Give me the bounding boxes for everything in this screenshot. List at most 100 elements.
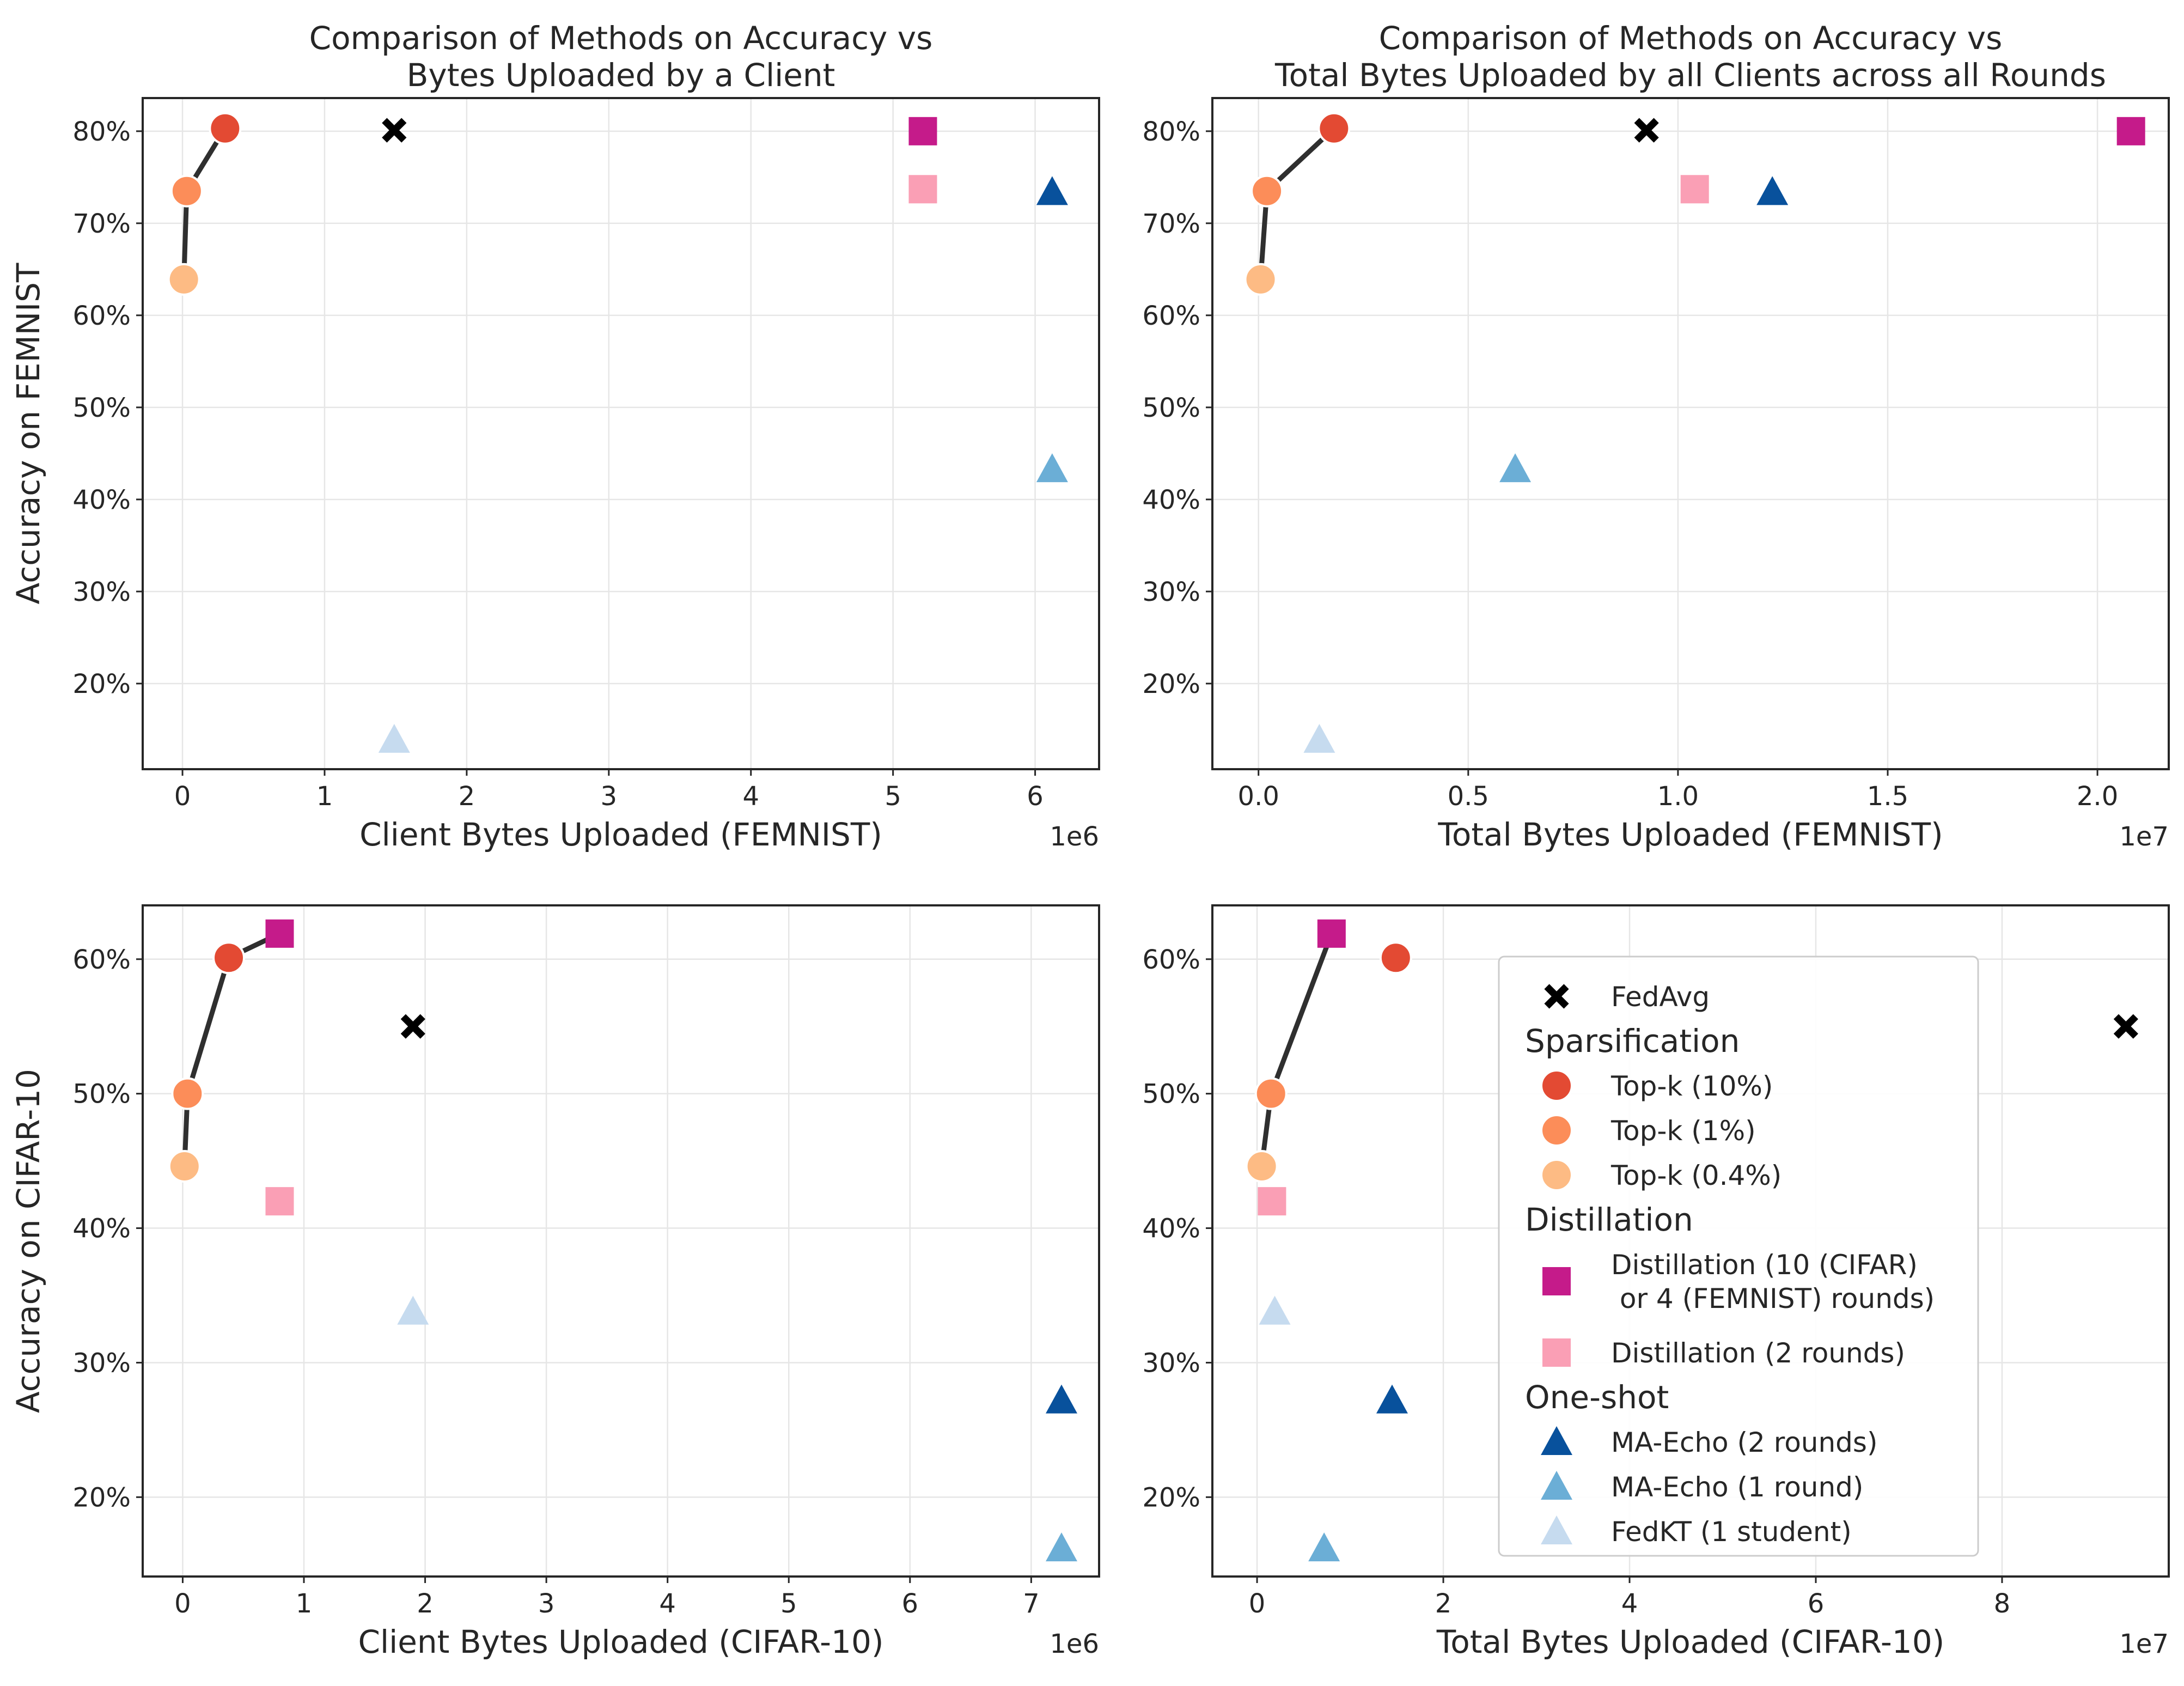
y-tick-label: 60% <box>1142 945 1200 975</box>
x-offset-label: 1e7 <box>2119 821 2169 852</box>
point-top-k-0-4 <box>1244 263 1277 296</box>
y-tick-label: 70% <box>1142 209 1200 239</box>
legend-group-title: Sparsification <box>1525 1022 1740 1060</box>
x-tick-label: 6 <box>902 1588 919 1619</box>
legend-marker-ma-echo-2-rounds <box>1541 1426 1572 1455</box>
point-top-k-1 <box>1250 174 1284 208</box>
x-tick-label: 0 <box>174 1588 191 1619</box>
point-top-k-0-4 <box>1245 1149 1278 1183</box>
point-ma-echo-1-round <box>1308 1532 1340 1562</box>
point-ma-echo-2-rounds <box>1036 176 1068 205</box>
x-tick-label: 4 <box>659 1588 676 1619</box>
point-fedkt-1-student <box>1259 1295 1291 1325</box>
legend-marker-ma-echo-1-round <box>1541 1471 1572 1500</box>
x-tick-label: 2.0 <box>2077 781 2118 812</box>
x-tick-label: 2 <box>417 1588 434 1619</box>
y-tick-label: 20% <box>1142 669 1200 699</box>
x-tick-label: 3 <box>601 781 618 812</box>
x-tick-label: 4 <box>742 781 759 812</box>
point-fedavg <box>400 1014 425 1039</box>
x-tick-label: 5 <box>884 781 901 812</box>
panel-3: 0 1 2 3 4 5 6 7 20% 30% 40% 50% 60% 1e6 Client Bytes U… <box>10 904 1100 1660</box>
point-fedkt-1-student <box>397 1295 429 1325</box>
x-tick-label: 5 <box>780 1588 797 1619</box>
y-tick-label: 50% <box>72 1079 131 1110</box>
point-distillation-2-rounds <box>1258 1187 1286 1216</box>
pareto-frontier-line <box>1259 933 1334 1167</box>
x-tick-label: 2 <box>1435 1588 1452 1619</box>
point-fedavg <box>382 118 407 143</box>
legend: FedAvg Sparsification Top-k (10%) Top-k (1%… <box>1498 955 1979 1557</box>
legend-marker-top-k-1 <box>1540 1114 1573 1147</box>
x-tick-label: 1.5 <box>1867 781 1908 812</box>
point-ma-echo-1-round <box>1046 1532 1078 1562</box>
axes-frame <box>142 97 1100 770</box>
point-fedkt-1-student <box>378 723 410 753</box>
legend-label-top-k-1: Top-k (1%) <box>1610 1115 1756 1147</box>
point-distillation-2-rounds <box>908 175 937 204</box>
panel-2: 0.0 0.5 1.0 1.5 2.0 20% 30% 40% 50% 60% 70% 80% 1e7 T… <box>1142 20 2170 853</box>
y-tick-label: 30% <box>72 577 131 607</box>
y-axis-label: Accuracy on FEMNIST <box>10 263 47 604</box>
point-distillation-2-rounds <box>1680 175 1709 204</box>
point-top-k-10 <box>212 941 246 975</box>
axes-frame <box>1211 97 2170 770</box>
axes-frame <box>142 904 1100 1578</box>
legend-label-distillation-2-rounds: Distillation (2 rounds) <box>1611 1337 1905 1369</box>
point-distillation-10-cifar-or-4-femnist-rounds <box>1317 919 1346 948</box>
point-top-k-10 <box>209 112 242 145</box>
point-ma-echo-2-rounds <box>1756 176 1789 205</box>
legend-marker-top-k-0-4 <box>1540 1159 1573 1191</box>
x-tick-label: 4 <box>1621 1588 1638 1619</box>
x-tick-label: 7 <box>1023 1588 1040 1619</box>
panel-4: 0 2 4 6 8 20% 30% 40% 50% 60% 1e7 Total Bytes Uploa… <box>1142 904 2170 1660</box>
x-tick-label: 8 <box>1994 1588 2011 1619</box>
y-tick-label: 60% <box>72 301 131 331</box>
x-tick-label: 1 <box>316 781 333 812</box>
legend-label-ma-echo-1-round: MA-Echo (1 round) <box>1611 1471 1863 1503</box>
point-distillation-10-cifar-or-4-femnist-rounds <box>2116 117 2145 145</box>
x-tick-label: 2 <box>459 781 475 812</box>
legend-marker-distillation-10-cifar-or-4-femnist-rounds <box>1542 1267 1571 1295</box>
legend-marker-fedkt-1-student <box>1541 1515 1572 1544</box>
point-distillation-10-cifar-or-4-femnist-rounds <box>265 919 294 948</box>
x-tick-label: 6 <box>1027 781 1044 812</box>
x-tick-label: 3 <box>538 1588 555 1619</box>
legend-marker-distillation-2-rounds <box>1542 1338 1571 1367</box>
x-axis-label: Total Bytes Uploaded (FEMNIST) <box>1437 816 1943 853</box>
y-tick-label: 30% <box>1142 1348 1200 1378</box>
legend-group-title: Distillation <box>1525 1201 1693 1238</box>
x-tick-label: 0.0 <box>1238 781 1279 812</box>
point-distillation-10-cifar-or-4-femnist-rounds <box>908 117 937 145</box>
y-tick-label: 60% <box>72 945 131 975</box>
y-tick-label: 60% <box>1142 301 1200 331</box>
point-distillation-2-rounds <box>265 1187 294 1216</box>
point-ma-echo-1-round <box>1036 453 1068 483</box>
point-ma-echo-1-round <box>1499 453 1532 483</box>
y-tick-label: 70% <box>72 209 131 239</box>
panel-1: 0 1 2 3 4 5 6 20% 30% 40% 50% 60% 70% 80% 1e6 Client By… <box>10 20 1100 853</box>
point-top-k-1 <box>170 174 203 208</box>
legend-label-ma-echo-2-rounds: MA-Echo (2 rounds) <box>1611 1427 1877 1458</box>
legend-marker-top-k-10 <box>1540 1069 1573 1102</box>
x-axis-label: Total Bytes Uploaded (CIFAR-10) <box>1436 1623 1945 1660</box>
y-tick-label: 50% <box>1142 1079 1200 1110</box>
legend-label-top-k-0-4: Top-k (0.4%) <box>1610 1160 1782 1191</box>
x-tick-label: 0 <box>1249 1588 1266 1619</box>
y-tick-label: 40% <box>1142 1214 1200 1244</box>
point-fedkt-1-student <box>1303 723 1335 753</box>
y-tick-label: 50% <box>1142 393 1200 423</box>
point-fedavg <box>1634 118 1659 143</box>
y-tick-label: 80% <box>72 117 131 147</box>
y-tick-label: 20% <box>72 669 131 699</box>
x-axis-label: Client Bytes Uploaded (FEMNIST) <box>359 816 882 853</box>
x-offset-label: 1e7 <box>2119 1629 2169 1659</box>
point-top-k-0-4 <box>167 263 200 296</box>
chart-title: Comparison of Methods on Accuracy vs Tota… <box>1274 20 2106 94</box>
pareto-frontier-line <box>182 931 281 1167</box>
x-tick-label: 0.5 <box>1448 781 1489 812</box>
x-tick-label: 1 <box>296 1588 313 1619</box>
point-top-k-1 <box>171 1077 204 1110</box>
y-tick-label: 50% <box>72 393 131 423</box>
legend-marker-fedavg <box>1544 984 1569 1009</box>
